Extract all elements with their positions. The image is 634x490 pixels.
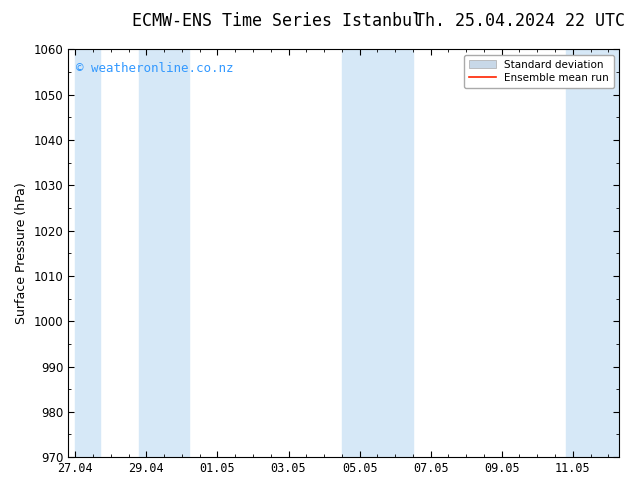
Y-axis label: Surface Pressure (hPa): Surface Pressure (hPa) <box>15 182 28 324</box>
Bar <box>139 49 189 457</box>
Text: © weatheronline.co.nz: © weatheronline.co.nz <box>77 62 234 74</box>
Bar <box>566 49 619 457</box>
Text: Th. 25.04.2024 22 UTC: Th. 25.04.2024 22 UTC <box>415 12 625 30</box>
Bar <box>342 49 413 457</box>
Text: ECMW-ENS Time Series Istanbul: ECMW-ENS Time Series Istanbul <box>133 12 422 30</box>
Legend: Standard deviation, Ensemble mean run: Standard deviation, Ensemble mean run <box>464 54 614 88</box>
Bar <box>75 49 100 457</box>
